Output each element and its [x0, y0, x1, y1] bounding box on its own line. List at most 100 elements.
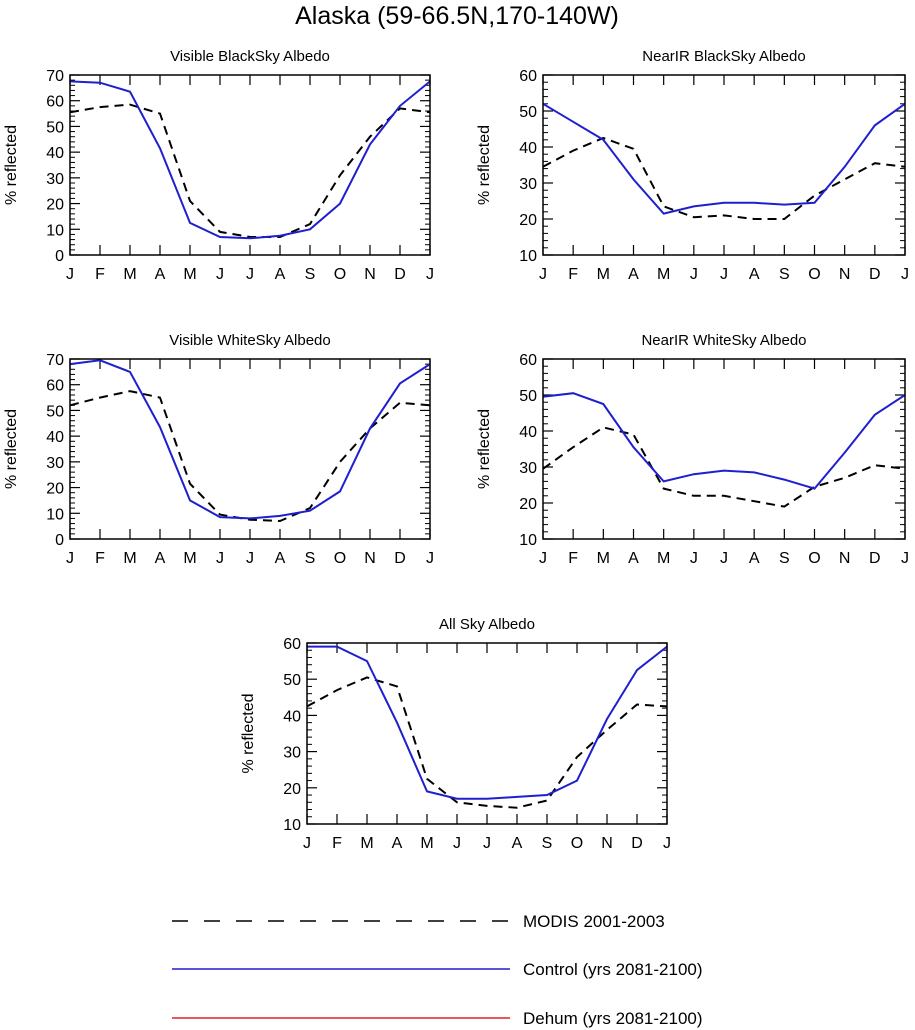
x-tick-label: J: [426, 550, 434, 567]
series-line-modis: [542, 426, 906, 508]
panel-2: NearIR BlackSky Albedo % reflected 10 20 30 4…: [476, 48, 909, 283]
x-tick-label: A: [392, 835, 403, 852]
y-tick-label: 60: [46, 94, 64, 111]
series-line-modis: [306, 676, 668, 809]
panels: Visible BlackSky Albedo % reflected 0 10 20 3…: [3, 48, 909, 852]
y-tick-label: 60: [519, 352, 537, 369]
y-axis-label: % reflected: [3, 125, 20, 205]
x-tick-label: F: [332, 835, 342, 852]
y-tick-label: 10: [519, 532, 537, 549]
x-tick-label: M: [597, 550, 610, 567]
legend-item-1: MODIS 2001-2003: [172, 912, 665, 931]
panel-title: NearIR BlackSky Albedo: [642, 48, 805, 65]
y-tick-label: 70: [46, 68, 64, 85]
x-tick-label: F: [95, 550, 105, 567]
plot-frame: [542, 74, 906, 256]
x-tick-label: O: [808, 550, 820, 567]
x-tick-label: J: [720, 266, 728, 283]
x-tick-label: N: [839, 550, 851, 567]
y-tick-label: 50: [46, 119, 64, 136]
x-tick-label: J: [426, 266, 434, 283]
x-tick-label: J: [216, 266, 224, 283]
x-tick-label: M: [597, 266, 610, 283]
x-tick-label: J: [690, 550, 698, 567]
x-tick-label: N: [601, 835, 613, 852]
legend-label: MODIS 2001-2003: [523, 912, 665, 931]
y-tick-label: 20: [519, 212, 537, 229]
series-line-modis: [542, 136, 906, 220]
x-tick-label: M: [183, 266, 196, 283]
y-tick-label: 60: [46, 378, 64, 395]
y-tick-label: 20: [519, 496, 537, 513]
x-tick-label: J: [303, 835, 311, 852]
y-tick-label: 70: [46, 352, 64, 369]
series-line-modis: [69, 103, 431, 238]
x-tick-label: J: [453, 835, 461, 852]
legend-label: Control (yrs 2081-2100): [523, 960, 703, 979]
series-line-control: [307, 645, 668, 800]
y-tick-label: 40: [46, 145, 64, 162]
y-tick-label: 40: [283, 708, 301, 725]
x-tick-label: A: [155, 550, 166, 567]
x-tick-label: J: [720, 550, 728, 567]
y-tick-label: 40: [519, 140, 537, 157]
y-tick-label: 50: [46, 403, 64, 420]
x-tick-label: F: [95, 266, 105, 283]
x-tick-label: O: [334, 550, 346, 567]
x-tick-label: J: [66, 550, 74, 567]
x-tick-label: M: [183, 550, 196, 567]
series-line-modis: [69, 390, 431, 523]
x-tick-label: S: [305, 550, 316, 567]
x-tick-label: J: [539, 550, 547, 567]
x-tick-label: S: [305, 266, 316, 283]
y-tick-label: 50: [519, 388, 537, 405]
x-tick-label: A: [749, 266, 760, 283]
x-tick-label: M: [123, 550, 136, 567]
y-tick-label: 20: [46, 481, 64, 498]
series-line-control: [69, 80, 431, 240]
y-tick-label: 60: [519, 68, 537, 85]
y-tick-label: 0: [55, 248, 64, 265]
x-tick-label: J: [663, 835, 671, 852]
x-tick-label: M: [123, 266, 136, 283]
plot-frame: [542, 358, 906, 540]
y-tick-label: 30: [519, 460, 537, 477]
y-axis-label: % reflected: [240, 693, 257, 773]
x-tick-label: M: [657, 266, 670, 283]
y-tick-label: 30: [519, 176, 537, 193]
y-tick-label: 10: [46, 506, 64, 523]
legend-label: Dehum (yrs 2081-2100): [523, 1009, 703, 1028]
panel-4: NearIR WhiteSky Albedo % reflected 10 20 30 4…: [476, 332, 909, 567]
y-tick-label: 30: [283, 745, 301, 762]
y-tick-label: 40: [46, 429, 64, 446]
x-tick-label: D: [394, 266, 406, 283]
y-tick-label: 20: [283, 781, 301, 798]
panel-5: All Sky Albedo % reflected 10 20 30 40 50 60 J F M…: [240, 616, 671, 852]
y-tick-label: 40: [519, 424, 537, 441]
legend-item-3: Dehum (yrs 2081-2100): [172, 1009, 703, 1028]
main-title: Alaska (59-66.5N,170-140W): [295, 2, 619, 30]
x-tick-label: N: [364, 550, 376, 567]
panel-3: Visible WhiteSky Albedo % reflected 0 10 20 3…: [3, 332, 434, 567]
x-tick-label: J: [246, 550, 254, 567]
panel-title: NearIR WhiteSky Albedo: [641, 332, 806, 349]
series-line-control: [69, 359, 431, 520]
x-tick-label: J: [901, 550, 909, 567]
x-tick-label: S: [779, 266, 790, 283]
x-tick-label: A: [155, 266, 166, 283]
legend-item-2: Control (yrs 2081-2100): [172, 960, 703, 979]
x-tick-label: N: [839, 266, 851, 283]
x-tick-label: D: [631, 835, 643, 852]
y-tick-label: 10: [46, 222, 64, 239]
x-tick-label: J: [901, 266, 909, 283]
x-tick-label: A: [512, 835, 523, 852]
x-tick-label: O: [334, 266, 346, 283]
y-tick-label: 30: [46, 455, 64, 472]
panel-title: All Sky Albedo: [439, 616, 535, 633]
series-line-control: [542, 102, 906, 215]
x-tick-label: M: [420, 835, 433, 852]
x-tick-label: A: [628, 266, 639, 283]
panel-title: Visible WhiteSky Albedo: [169, 332, 330, 349]
x-tick-label: O: [571, 835, 583, 852]
y-tick-label: 50: [519, 104, 537, 121]
